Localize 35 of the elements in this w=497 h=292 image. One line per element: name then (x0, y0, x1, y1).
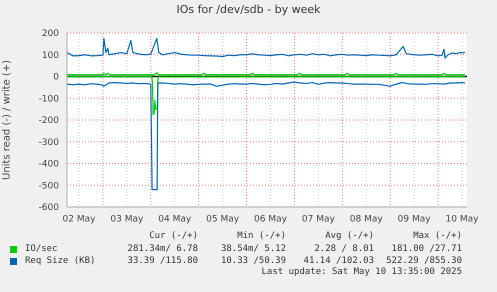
text: 38.54m/ 5.12 (220, 244, 286, 254)
text: 522.29 /855.30 (385, 256, 462, 266)
y-tick-label: -300 (38, 138, 60, 148)
y-tick-label: -200 (38, 116, 60, 126)
text: 281.34m/ 6.78 (126, 244, 198, 254)
text: 33.39 /115.80 (126, 256, 198, 266)
text: Last update: Sat May 10 13:35:00 2025 (260, 267, 462, 279)
text: Max (-/+) (412, 231, 462, 243)
text: Min (-/+) (236, 231, 286, 243)
x-tick-label: 05 May (206, 214, 240, 224)
x-tick-label: 09 May (398, 214, 432, 224)
y-tick-label: -600 (38, 203, 60, 214)
text: 2.28 / 8.01 (313, 244, 374, 254)
y-tick-label: 100 (42, 50, 60, 61)
text: 181.00 /27.71 (390, 244, 462, 254)
y-tick-label: -100 (38, 94, 60, 104)
text: 10.33 /50.39 (220, 256, 286, 266)
y-tick-label: 200 (42, 29, 60, 40)
x-tick-label: 06 May (254, 214, 288, 224)
x-tick-label: 02 May (62, 214, 96, 224)
x-tick-label: 10 May (446, 214, 480, 224)
y-axis-title: Units read (-) / write (+) (2, 60, 13, 180)
text: 41.14 /102.03 (302, 256, 374, 266)
legend-label: IO/sec (25, 244, 58, 254)
legend-label: Req Size (KB) (25, 256, 96, 266)
x-tick-label: 04 May (158, 214, 192, 224)
text: Cur (-/+) (148, 231, 198, 243)
x-tick-label: 03 May (110, 214, 144, 224)
y-tick-label: -400 (38, 160, 60, 170)
y-tick-label: -500 (38, 181, 60, 192)
chart-title: IOs for /dev/sdb - by week (176, 3, 322, 16)
text: Avg (-/+) (324, 231, 374, 243)
x-tick-label: 08 May (350, 214, 384, 224)
x-tick-label: 07 May (302, 214, 336, 224)
y-tick-label: 0 (53, 72, 60, 83)
